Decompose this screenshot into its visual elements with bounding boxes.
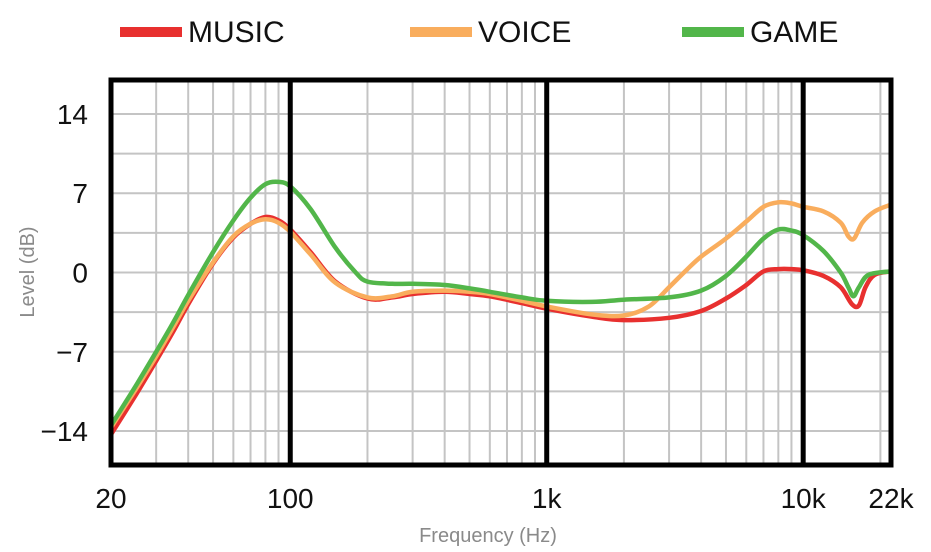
x-axis-title: Frequency (Hz)	[419, 525, 557, 547]
y-tick-label: 0	[72, 258, 88, 289]
grid-lines	[111, 80, 891, 465]
legend-swatch	[410, 27, 472, 37]
legend-label: MUSIC	[188, 16, 285, 49]
legend-swatch	[120, 27, 182, 37]
legend-label: GAME	[750, 16, 838, 49]
series-line-voice	[108, 199, 894, 430]
y-tick-label: −14	[41, 416, 89, 447]
y-axis-tick-labels: 14 7 0 −7 −14	[41, 99, 89, 447]
y-axis-title: Level (dB)	[17, 226, 39, 317]
major-grid-lines	[287, 80, 806, 465]
y-tick-label: 7	[72, 178, 88, 209]
legend: MUSIC VOICE GAME	[120, 16, 838, 49]
x-tick-label: 10k	[781, 483, 827, 514]
y-tick-label: −7	[56, 337, 88, 368]
y-tick-label: 14	[57, 99, 88, 130]
legend-item-voice: VOICE	[410, 16, 571, 49]
x-tick-label: 1k	[532, 483, 563, 514]
x-tick-label: 100	[267, 483, 314, 514]
x-tick-label: 20	[95, 483, 126, 514]
series-line-game	[108, 179, 894, 428]
plot-frame	[108, 77, 894, 468]
x-tick-label: 22k	[868, 483, 914, 514]
legend-label: VOICE	[478, 16, 571, 49]
legend-item-game: GAME	[682, 16, 838, 49]
legend-swatch	[682, 27, 744, 37]
series-lines	[108, 179, 894, 437]
x-axis-tick-labels: 20 100 1k 10k 22k	[95, 483, 914, 514]
legend-item-music: MUSIC	[120, 16, 285, 49]
series-line-music	[108, 214, 894, 437]
